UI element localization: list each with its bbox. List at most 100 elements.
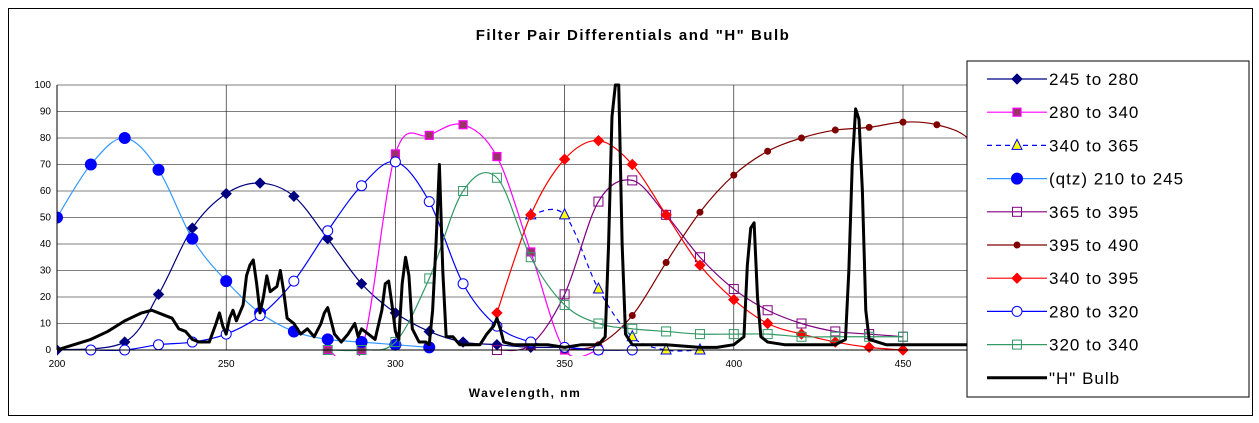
data-point: [389, 338, 402, 351]
data-point: [390, 337, 401, 348]
data-point: [153, 339, 165, 351]
data-point: [355, 336, 368, 349]
y-tick-label: 30: [40, 266, 52, 277]
data-point: [730, 171, 738, 179]
data-point: [491, 307, 503, 319]
data-point: [57, 211, 63, 224]
data-point: [152, 288, 165, 301]
legend: 245 to 280 280 to 340 340 to 365 (qtz) 210 …: [966, 60, 1250, 398]
data-point: [1011, 305, 1023, 317]
data-point: [458, 186, 469, 196]
data-point: [592, 281, 605, 294]
legend-label: 280 to 340: [1049, 103, 1139, 122]
x-tick-label: 350: [556, 359, 573, 370]
data-point: [863, 341, 875, 354]
x-tick-label: 450: [895, 359, 912, 370]
data-point: [933, 121, 941, 129]
chart-svg: Filter Pair Differentials and "H" Bulb 0…: [34, 27, 1250, 400]
data-point: [220, 187, 232, 200]
series-line: [496, 140, 904, 351]
data-point: [220, 275, 233, 288]
data-point: [1011, 172, 1023, 185]
y-tick-label: 100: [34, 80, 51, 91]
legend-box: [966, 60, 1250, 398]
data-point: [424, 130, 434, 140]
series-line: [57, 83, 967, 352]
data-point: [796, 331, 807, 342]
plot-group: [57, 83, 967, 356]
data-point: [830, 326, 841, 337]
data-point: [118, 132, 131, 144]
axis-layer: 0 10 20 30 40 50 60 70 80 90 100 200 250 300 350 400 450: [34, 80, 967, 370]
data-point: [728, 284, 739, 295]
data-point: [762, 329, 773, 340]
data-point: [696, 208, 704, 216]
data-point: [458, 120, 468, 130]
data-point: [626, 158, 638, 171]
data-point: [525, 252, 536, 263]
data-point: [492, 151, 502, 162]
legend-label: 340 to 365: [1049, 136, 1139, 155]
y-tick-label: 10: [40, 319, 52, 330]
data-point: [321, 333, 334, 346]
x-tick-label: 250: [218, 359, 235, 370]
data-point: [355, 278, 368, 290]
data-point: [662, 259, 670, 267]
data-point: [559, 289, 570, 300]
y-tick-label: 0: [45, 345, 51, 356]
data-point: [796, 318, 807, 329]
y-tick-label: 80: [40, 133, 52, 144]
data-point: [423, 196, 435, 208]
series-9: [57, 83, 967, 352]
data-point: [322, 232, 334, 245]
data-point: [84, 158, 97, 171]
data-point: [1011, 138, 1023, 150]
data-point: [525, 209, 537, 221]
data-point: [558, 153, 571, 165]
series-line: [57, 182, 633, 351]
grid-layer: [56, 84, 967, 351]
data-point: [1012, 339, 1022, 350]
series-line: [496, 179, 904, 352]
legend-label: 340 to 395: [1049, 269, 1139, 288]
series-0: [57, 177, 638, 356]
data-point: [322, 225, 334, 237]
x-tick-label: 200: [49, 359, 66, 370]
y-tick-label: 40: [40, 239, 52, 250]
y-tick-label: 90: [40, 107, 52, 118]
legend-label: 245 to 280: [1049, 70, 1139, 89]
data-point: [1011, 272, 1023, 284]
data-point: [593, 196, 604, 207]
legend-label: "H" Bulb: [1049, 369, 1120, 388]
data-point: [559, 299, 570, 310]
data-point: [628, 312, 636, 320]
legend-label: 280 to 320: [1049, 302, 1139, 321]
data-point: [728, 329, 739, 340]
data-point: [491, 338, 503, 351]
data-point: [797, 134, 805, 142]
y-tick-label: 60: [40, 186, 52, 197]
data-point: [831, 126, 839, 134]
series-6: [491, 134, 909, 356]
data-point: [389, 156, 401, 168]
data-point: [186, 232, 199, 245]
data-point: [764, 147, 772, 155]
series-layer: [57, 83, 967, 356]
data-point: [694, 329, 705, 340]
data-point: [830, 331, 841, 342]
data-point: [592, 134, 605, 147]
series-7: [85, 156, 638, 356]
x-tick-label: 300: [387, 359, 404, 370]
series-3: [57, 132, 436, 354]
legend-label: (qtz) 210 to 245: [1049, 170, 1184, 189]
data-point: [728, 293, 740, 306]
data-point: [254, 177, 266, 189]
data-point: [491, 172, 502, 183]
data-point: [795, 328, 808, 340]
y-tick-label: 70: [40, 160, 52, 171]
data-point: [1012, 107, 1022, 117]
data-point: [694, 342, 706, 355]
data-point: [761, 317, 774, 330]
data-point: [1013, 241, 1021, 249]
chart-title: Filter Pair Differentials and "H" Bulb: [476, 27, 791, 44]
